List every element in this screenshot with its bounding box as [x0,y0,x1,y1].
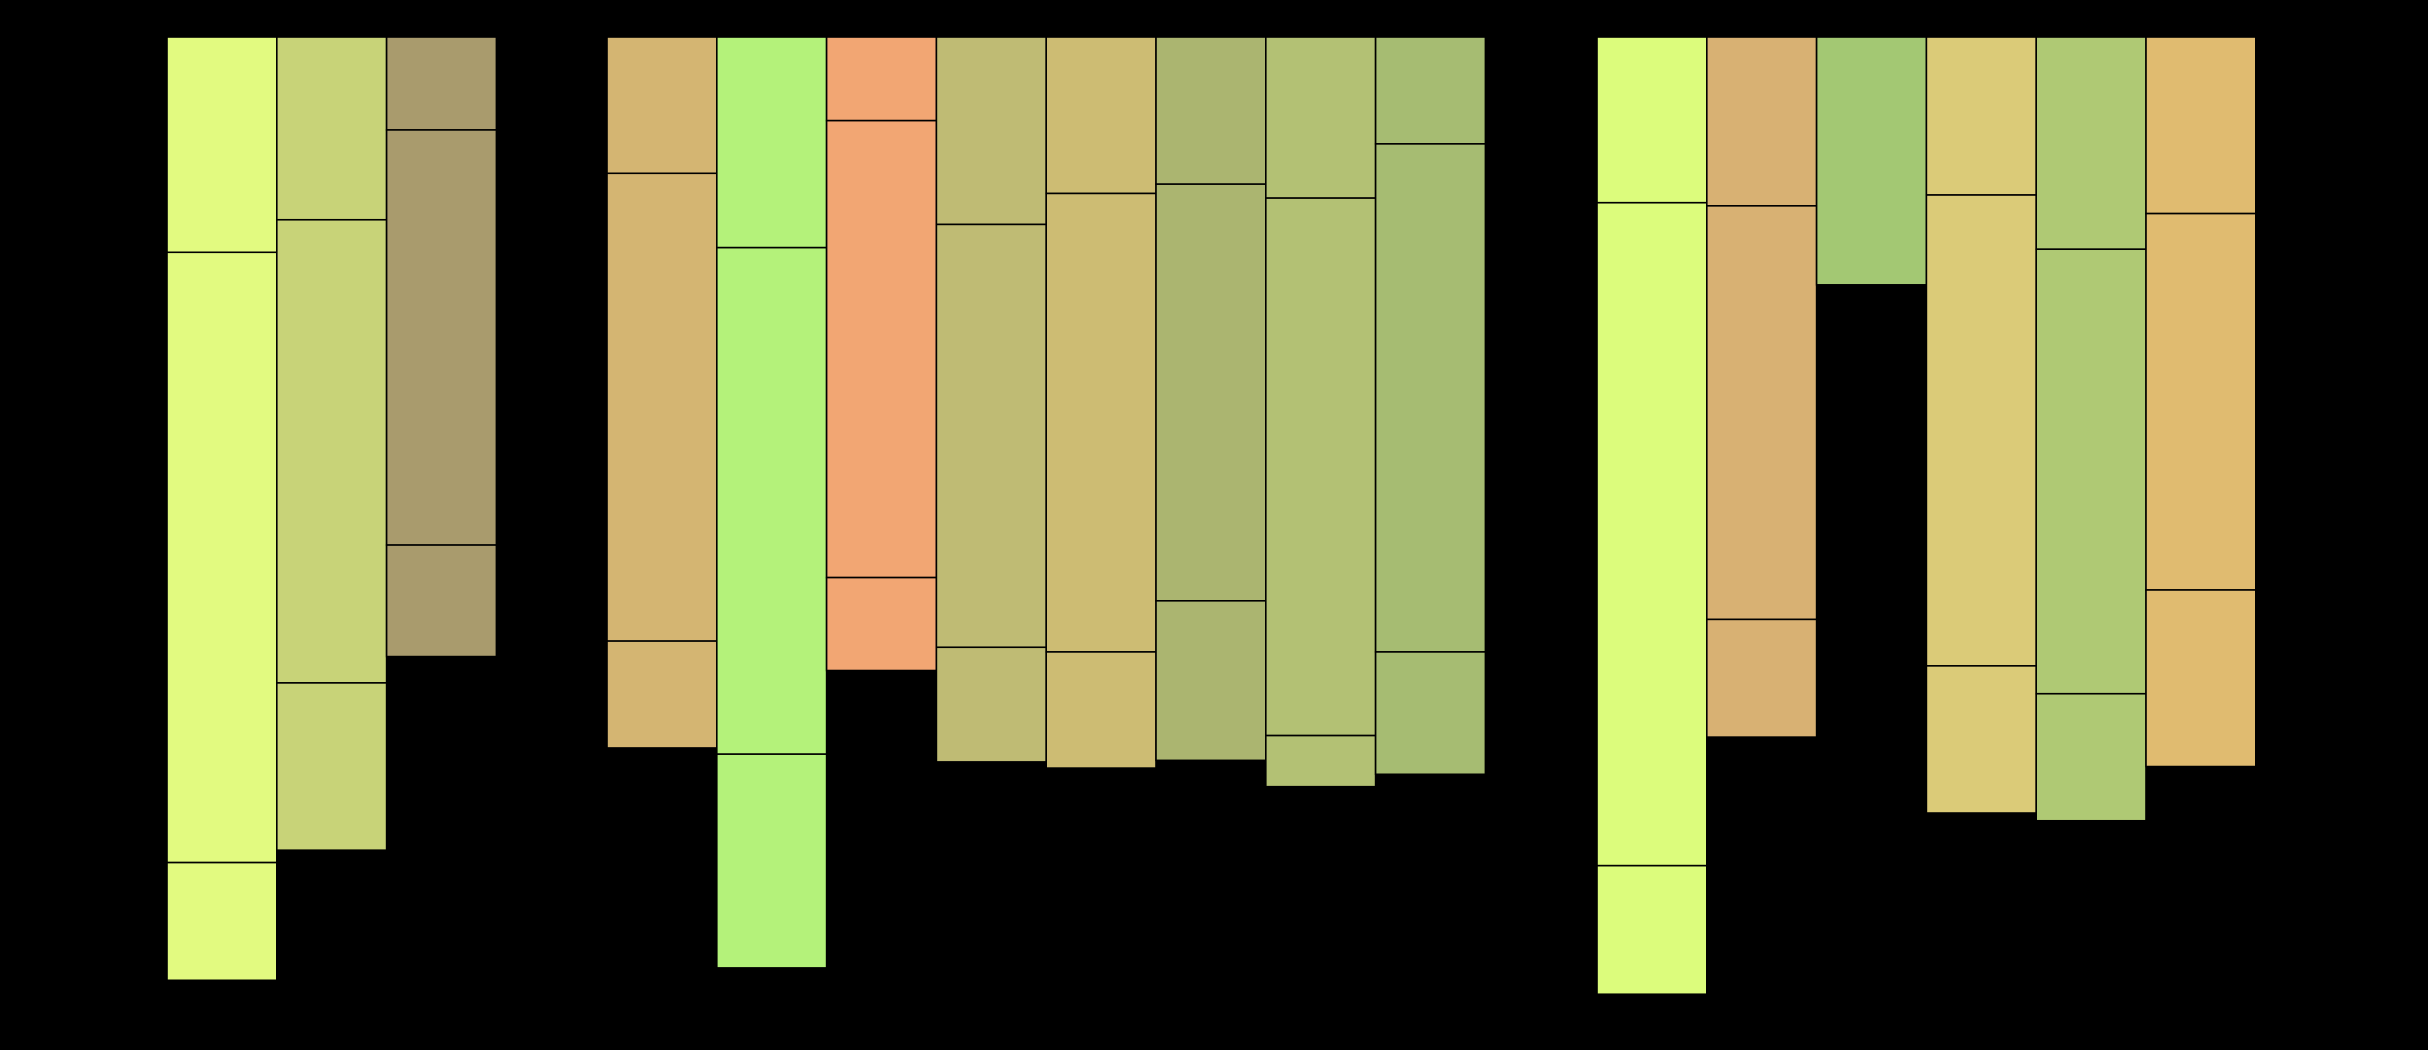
bar-segment [715,36,828,249]
bar-segment [1706,205,1818,621]
bar-segment [2145,36,2257,215]
bar-segment [1265,36,1377,199]
bar-segment [1925,194,2038,667]
bar-segment [1155,183,1267,602]
bar-segment [2145,212,2257,591]
bar-segment [715,246,828,755]
bar-segment [1596,201,1708,867]
bar-segment [2035,692,2147,822]
bar-segment [1045,192,1157,653]
bar-segment [166,251,278,864]
bar-segment [1155,600,1267,762]
bar-segment [1596,36,1708,204]
bar-segment [1045,651,1157,769]
bar-segment [275,218,388,684]
bar-segment [2035,248,2147,695]
bar-segment [166,36,278,254]
bar-segment [606,640,718,749]
bar-segment [1706,36,1818,207]
bar-segment [606,36,718,175]
bar-segment [935,223,1048,649]
bar-segment [935,36,1048,226]
bar-segment [606,172,718,642]
bar-segment [385,36,498,131]
bar-segment [1155,36,1267,185]
bar-segment [385,129,498,546]
bar-segment [2035,36,2147,251]
bar-segment [2145,589,2257,768]
bar-segment [1265,734,1377,788]
bar-segment [1374,651,1487,776]
bar-segment [1045,36,1157,195]
bar-segment [1374,36,1487,145]
bar-segment [1815,36,1928,286]
bar-segment [1374,143,1487,653]
bar-segment [1925,665,2038,814]
bar-segment [166,861,278,982]
bar-segment [1265,197,1377,737]
bar-segment [935,646,1048,763]
bar-segment [825,36,938,122]
bar-segment [275,36,388,221]
bar-segment [1596,864,1708,996]
bar-segment [1925,36,2038,196]
bar-segment [1706,618,1818,738]
bar-segment [825,119,938,579]
bar-segment [715,753,828,969]
bar-segment [825,576,938,672]
bar-segment [275,682,388,851]
bar-segment [385,544,498,658]
